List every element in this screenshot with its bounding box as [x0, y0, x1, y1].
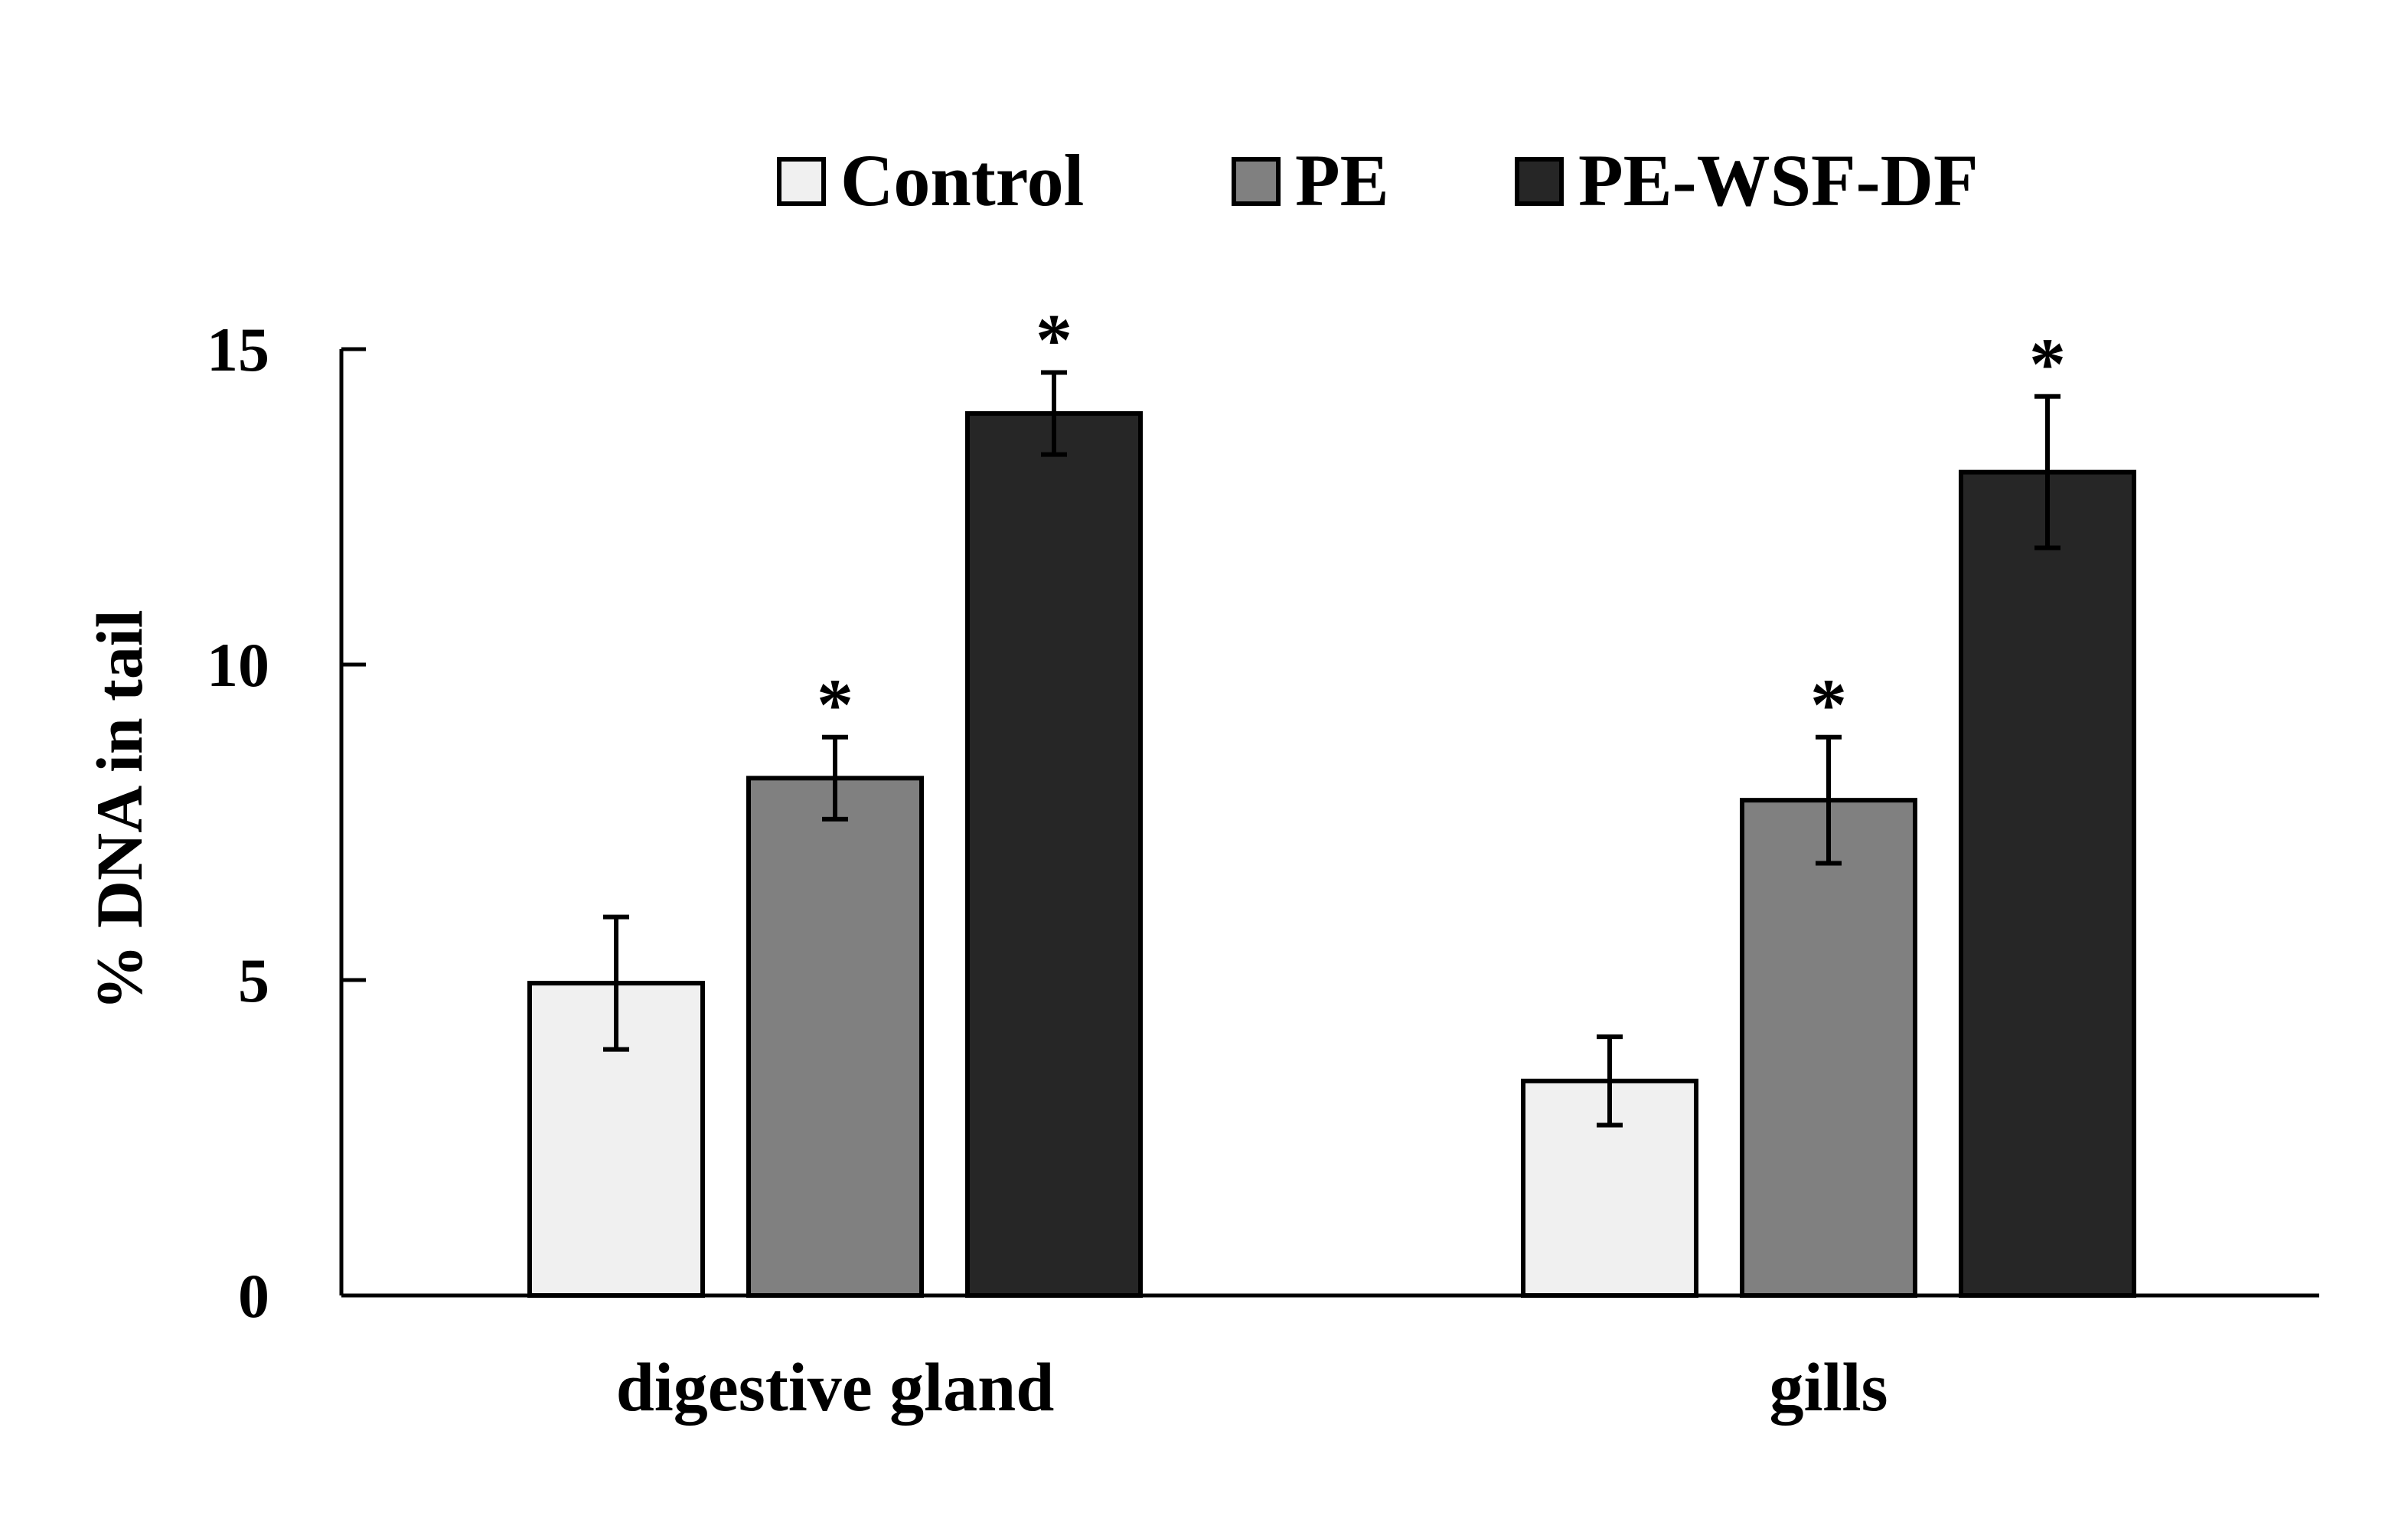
significance-star: * — [817, 664, 853, 746]
error-bar — [2034, 394, 2061, 551]
legend-swatch — [777, 157, 826, 206]
category-label: gills — [1769, 1350, 1888, 1426]
error-bar — [1597, 1034, 1623, 1128]
bars — [527, 411, 2136, 1299]
y-tick-label: 10 — [207, 630, 269, 700]
error-bar — [822, 734, 848, 822]
legend-label: PE — [1295, 139, 1389, 221]
significance-star: * — [1036, 299, 1072, 381]
legend-item-pe: PE — [1232, 139, 1389, 221]
bar-digestive-gland-pe-wsf-df — [965, 411, 1143, 1298]
significance-star: * — [1810, 664, 1847, 746]
bar-digestive-gland-pe — [746, 776, 924, 1298]
legend-item-pe-wsf-df: PE-WSF-DF — [1515, 139, 1979, 221]
error-bar — [1041, 370, 1067, 457]
y-tick-label: 15 — [207, 315, 269, 384]
y-tick-label: 5 — [238, 946, 269, 1015]
legend-label: Control — [840, 139, 1084, 221]
y-axis-label: % DNA in tail — [83, 609, 156, 1010]
x-axis-categories: digestive gland gills — [616, 1350, 1888, 1426]
category-label: digestive gland — [616, 1350, 1055, 1426]
legend: Control PE PE-WSF-DF — [777, 139, 1979, 221]
bar-gills-pe-wsf-df — [1959, 469, 2136, 1298]
legend-swatch — [1232, 157, 1281, 206]
legend-swatch — [1515, 157, 1564, 206]
error-bar — [603, 914, 629, 1052]
error-bars — [603, 370, 2061, 1128]
bar-gills-pe — [1740, 798, 1917, 1299]
legend-label: PE-WSF-DF — [1578, 139, 1979, 221]
y-tick-label: 0 — [238, 1261, 269, 1331]
significance-star: * — [2029, 323, 2066, 405]
y-axis-ticks: 0 5 10 15 — [207, 315, 366, 1331]
error-bar — [1816, 734, 1842, 866]
legend-item-control: Control — [777, 139, 1084, 221]
axes — [339, 349, 2319, 1298]
significance-markers: * * * * — [817, 299, 2066, 745]
